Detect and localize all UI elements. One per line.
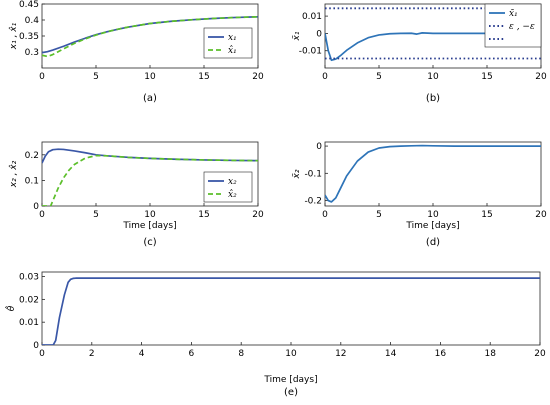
y-tick-label-a: 0.3 [25,48,39,58]
x-tick-label-e: 16 [435,349,447,359]
y-tick-label-e: 0.03 [19,273,39,283]
legend-c: x₂ x̂₂ [203,171,253,203]
x-tick-label-e: 4 [139,349,145,359]
x-tick-label-d: 20 [535,210,547,220]
y-tick-label-c: 0.2 [25,151,39,161]
x-tick-label-e: 20 [534,349,546,359]
x-tick-label-b: 15 [481,72,492,82]
subplot-d: 0 5 10 15 20 -0.2 -0.1 0 x̃₂ Time [days] (d) [292,141,547,248]
x-axis-label-e: Time [days] [263,375,317,385]
x-tick-label-d: 10 [427,210,439,220]
legend-entry-c: x₂ [228,177,237,187]
series-line-c-1 [42,154,258,206]
x-tick-label-c: 0 [39,210,45,220]
caption-a: (a) [143,93,157,104]
x-tick-label-b: 0 [322,72,328,82]
y-tick-label-a: 0.35 [19,32,39,42]
x-tick-label-d: 5 [376,210,382,220]
x-tick-label-e: 14 [385,349,397,359]
x-tick-label-e: 8 [238,349,244,359]
legend-entry-c: x̂₂ [228,189,237,200]
x-tick-label-d: 15 [481,210,492,220]
y-tick-label-e: 0.02 [19,295,39,305]
subplot-e: 0 2 4 6 8 10 12 14 16 18 20 0 0.01 0.02 0.03 θ̂ Time [da… [4,271,546,398]
x-tick-label-c: 5 [93,210,99,220]
legend-entry-b: ε , −ε [509,22,535,32]
x-tick-label-b: 5 [376,72,382,82]
x-tick-label-d: 0 [322,210,328,220]
x-tick-label-e: 0 [39,349,45,359]
caption-e: (e) [284,387,298,398]
axes-frame-e [41,271,541,346]
series-line-a-1 [42,15,258,58]
legend-b: x̃₁ ε , −ε [484,3,542,48]
y-axis-label-e: θ̂ [4,305,17,311]
axes-frame-d [324,141,542,207]
legend-a: x₁ x̂₁ [203,27,253,59]
x-tick-label-a: 0 [39,72,45,82]
x-tick-label-e: 12 [335,349,346,359]
x-tick-label-e: 6 [189,349,195,359]
x-tick-label-c: 15 [198,210,209,220]
legend-entry-a: x₁ [228,33,237,43]
y-tick-label-e: 0.01 [19,318,39,328]
y-axis-label-a: x₁ , x̂₁ [8,22,19,50]
series-line-b-0 [325,32,541,62]
x-tick-label-a: 10 [144,72,156,82]
x-tick-label-e: 18 [484,349,496,359]
legend-entry-a: x̂₁ [228,45,237,56]
y-axis-label-c: x₂ , x̂₂ [8,160,19,188]
y-tick-label-d: -0.1 [304,169,322,179]
y-tick-label-a: 0.45 [19,0,39,10]
legend-entry-b: x̃₁ [509,8,518,19]
x-tick-label-a: 20 [252,72,264,82]
x-axis-label-d: Time [days] [405,221,459,231]
x-tick-label-b: 10 [427,72,439,82]
x-tick-label-c: 10 [144,210,156,220]
x-tick-label-a: 5 [93,72,99,82]
y-tick-label-c: 0 [33,202,39,212]
y-tick-label-b: 0 [316,29,322,39]
caption-d: (d) [426,237,440,248]
caption-b: (b) [426,93,440,104]
x-axis-label-c: Time [days] [122,221,176,231]
series-line-d-0 [325,144,541,203]
caption-c: (c) [143,237,156,248]
y-tick-label-d: 0 [316,142,322,152]
y-tick-label-b: 0.01 [302,12,322,22]
y-tick-label-e: 0 [33,341,39,351]
y-tick-label-d: -0.2 [304,197,322,207]
x-tick-label-a: 15 [198,72,209,82]
y-axis-label-b: x̃₁ [292,31,302,41]
x-tick-label-b: 20 [535,72,547,82]
subplot-a: 0 5 10 15 20 0.3 0.35 0.4 0.45 x₁ , x̂₁ (a) x₁ x̂₁ [8,0,264,104]
y-tick-label-a: 0.4 [25,16,40,26]
x-tick-label-c: 20 [252,210,264,220]
x-tick-label-e: 10 [285,349,297,359]
series-line-e-0 [42,277,540,345]
x-tick-label-e: 2 [89,349,95,359]
y-axis-label-d: x̃₂ [292,169,302,179]
y-tick-label-b: -0.01 [299,47,322,57]
y-tick-label-c: 0.1 [25,176,39,186]
